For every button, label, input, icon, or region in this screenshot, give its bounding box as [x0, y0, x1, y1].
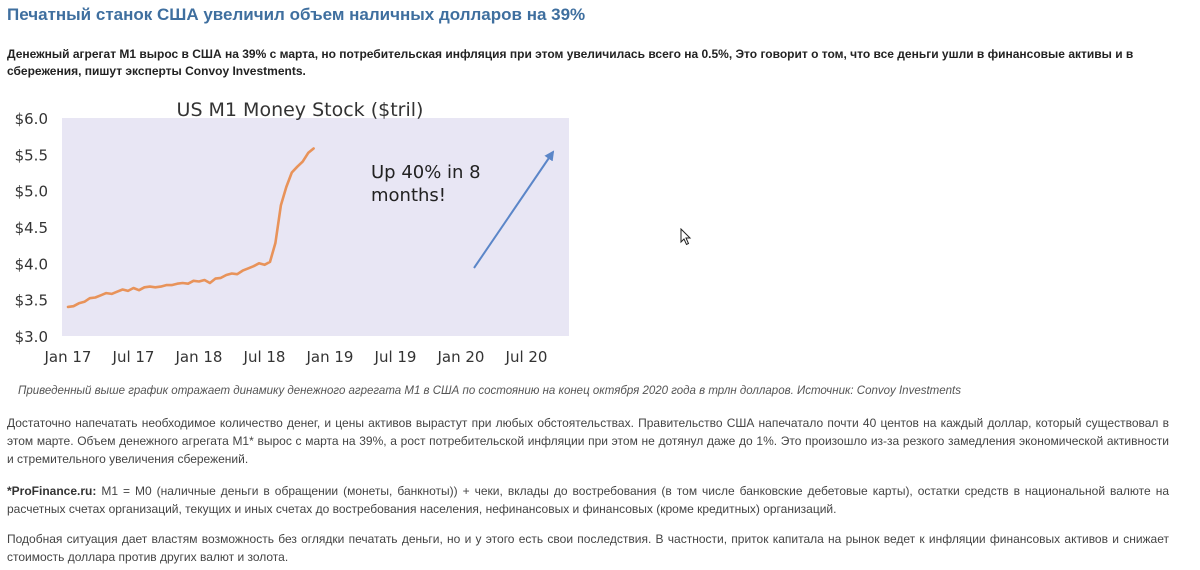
annotation-line: Up 40% in 8: [371, 162, 481, 183]
chart-svg: US M1 Money Stock ($tril) $6.0 $5.5 $5.0 $4…: [15, 99, 569, 366]
x-tick-label: Jul 17: [112, 348, 155, 366]
article-lead: Денежный агрегат М1 вырос в США на 39% с…: [7, 47, 1134, 78]
trend-arrow: [473, 150, 555, 269]
plot-area: [62, 118, 569, 336]
y-tick-label: $5.5: [15, 146, 48, 164]
mouse-cursor-icon: [680, 228, 692, 246]
chart-caption: Приведенный выше график отражает динамик…: [18, 385, 961, 397]
y-tick-label: $3.0: [15, 328, 48, 346]
m1-money-stock-chart: US M1 Money Stock ($tril) $6.0 $5.5 $5.0 $4…: [0, 92, 590, 372]
x-tick-label: Jan 17: [44, 348, 92, 366]
y-tick-label: $5.0: [15, 183, 48, 201]
chart-title: US M1 Money Stock ($tril): [177, 99, 424, 121]
x-tick-label: Jan 19: [306, 348, 354, 366]
x-axis: Jan 17 Jul 17 Jan 18 Jul 18 Jan 19 Jul 19 Jan …: [44, 348, 548, 366]
article-paragraph-1: Достаточно напечатать необходимое количе…: [7, 416, 1169, 466]
x-tick-label: Jan 20: [437, 348, 485, 366]
annotation-line: months!: [371, 185, 446, 206]
y-tick-label: $6.0: [15, 110, 48, 128]
x-tick-label: Jul 18: [243, 348, 286, 366]
y-tick-label: $4.5: [15, 219, 48, 237]
article-footnote: *ProFinance.ru: М1 = М0 (наличные деньги…: [7, 482, 1169, 518]
y-tick-label: $3.5: [15, 292, 48, 310]
article-headline: Печатный станок США увеличил объем налич…: [7, 5, 586, 24]
m1-series-line: [66, 147, 315, 309]
y-axis: $6.0 $5.5 $5.0 $4.5 $4.0 $3.5 $3.0: [15, 110, 48, 346]
footnote-label: *ProFinance.ru:: [7, 484, 97, 498]
x-tick-label: Jan 18: [175, 348, 223, 366]
x-tick-label: Jul 20: [505, 348, 548, 366]
footnote-text: М1 = М0 (наличные деньги в обращении (мо…: [7, 484, 1169, 516]
y-tick-label: $4.0: [15, 255, 48, 273]
article-paragraph-3: Подобная ситуация дает властям возможнос…: [7, 532, 1169, 564]
x-tick-label: Jul 19: [374, 348, 417, 366]
